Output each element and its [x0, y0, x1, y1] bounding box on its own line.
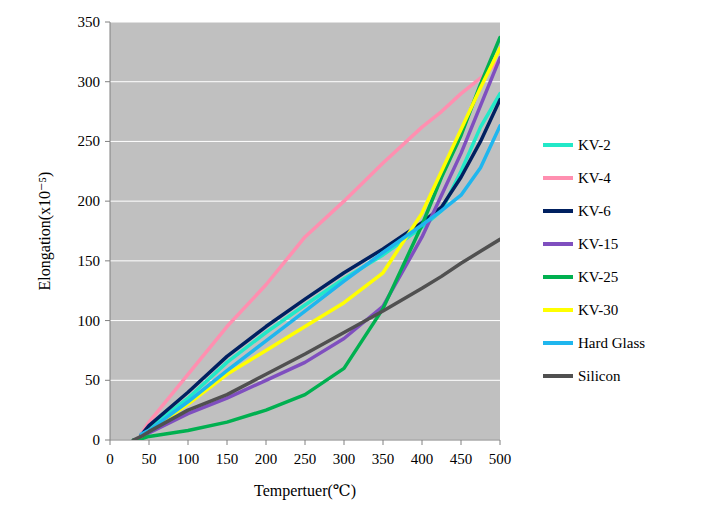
chart: 0 50 100 150 200 250 300 350 0 50 100 150 200 250 300 3… — [0, 0, 705, 521]
legend-swatch — [543, 143, 573, 147]
tick-label: 200 — [78, 193, 101, 209]
legend-label: KV-15 — [578, 236, 618, 252]
series-line — [141, 48, 500, 436]
tick — [461, 440, 462, 445]
tick — [105, 380, 110, 381]
legend-label: KV-6 — [578, 203, 611, 219]
grid-line — [110, 81, 500, 82]
legend-swatch — [543, 242, 573, 246]
tick-label: 100 — [78, 313, 101, 329]
plot-area — [110, 22, 500, 440]
tick-label: 400 — [411, 451, 434, 467]
tick — [105, 22, 110, 23]
tick-label: 0 — [93, 432, 101, 448]
tick — [105, 440, 110, 441]
tick-label: 50 — [142, 451, 157, 467]
legend-label: KV-30 — [578, 302, 618, 318]
tick — [266, 440, 267, 445]
tick-label: 100 — [177, 451, 200, 467]
grid-line — [110, 141, 500, 142]
legend-swatch — [543, 209, 573, 213]
tick — [188, 440, 189, 445]
tick-label: 500 — [489, 451, 512, 467]
series-line — [141, 60, 500, 434]
legend-label: Silicon — [578, 368, 621, 384]
tick — [105, 320, 110, 321]
grid-line — [110, 320, 500, 321]
legend-label: KV-2 — [578, 137, 611, 153]
tick — [305, 440, 306, 445]
series-line — [141, 58, 500, 437]
tick — [105, 141, 110, 142]
series-group — [133, 38, 500, 440]
tick-label: 150 — [216, 451, 239, 467]
tick-label: 250 — [294, 451, 317, 467]
legend-swatch — [543, 308, 573, 312]
series-line — [133, 239, 500, 440]
tick — [110, 440, 111, 445]
tick — [227, 440, 228, 445]
legend-swatch — [543, 341, 573, 345]
tick-label: 50 — [85, 372, 100, 388]
tick-label: 300 — [333, 451, 356, 467]
tick — [149, 440, 150, 445]
grid-line — [110, 380, 500, 381]
grid-line — [110, 201, 500, 202]
tick-label: 300 — [78, 74, 101, 90]
x-axis-label: Tempertuer(℃) — [254, 482, 356, 500]
series-line — [133, 38, 500, 440]
grid-line — [110, 22, 500, 23]
tick-label: 250 — [78, 133, 101, 149]
grid-line — [110, 260, 500, 261]
y-axis-label: Elongation(x10⁻⁵) — [36, 172, 54, 291]
tick-label: 150 — [78, 253, 101, 269]
axis-line — [110, 440, 500, 441]
axis-line — [110, 22, 111, 440]
legend-label: KV-4 — [578, 170, 611, 186]
legend-swatch — [543, 374, 573, 378]
legend-label: Hard Glass — [578, 335, 645, 351]
tick-label: 0 — [106, 451, 114, 467]
legend-swatch — [543, 176, 573, 180]
legend-label: KV-25 — [578, 269, 618, 285]
tick-label: 350 — [78, 14, 101, 30]
tick — [105, 81, 110, 82]
grid-line — [110, 440, 500, 441]
tick — [105, 201, 110, 202]
tick-label: 200 — [255, 451, 278, 467]
tick-label: 450 — [450, 451, 473, 467]
tick-label: 350 — [372, 451, 395, 467]
tick — [383, 440, 384, 445]
tick — [344, 440, 345, 445]
series-line — [141, 126, 500, 434]
tick — [500, 440, 501, 445]
tick — [422, 440, 423, 445]
tick — [105, 260, 110, 261]
legend-swatch — [543, 275, 573, 279]
